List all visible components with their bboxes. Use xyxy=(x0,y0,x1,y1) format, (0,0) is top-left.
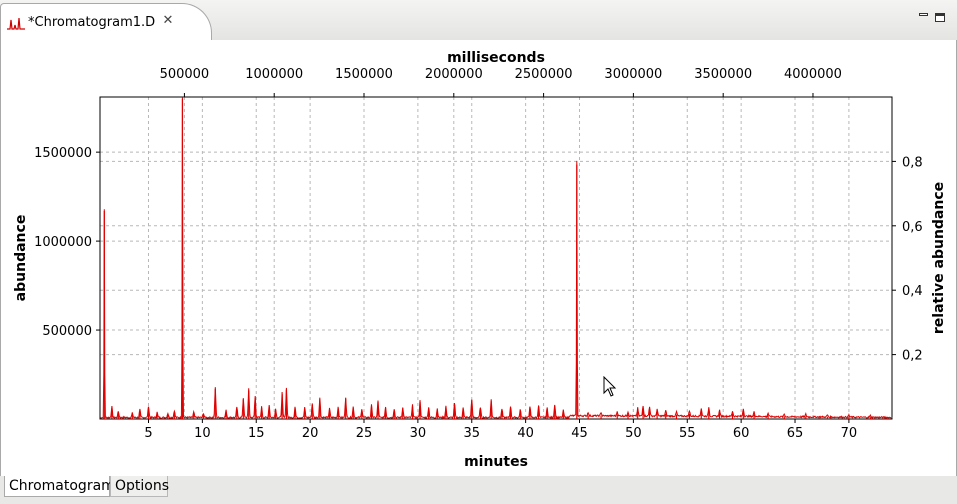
x-tick-label: 65 xyxy=(787,426,804,441)
x-tick-label: 60 xyxy=(733,426,750,441)
x-axis-title: minutes xyxy=(464,454,528,470)
x-tick-label: 20 xyxy=(302,426,319,441)
y2-tick-label: 0,8 xyxy=(902,155,923,170)
y2-axis-title: relative abundance xyxy=(931,182,947,334)
chromatogram-editor: 5 10 15 20 25 30 35 40 45 50 55 60 65 70 500000 1000000… xyxy=(0,40,957,477)
grid-lines xyxy=(100,97,892,419)
x-tick-label: 50 xyxy=(625,426,642,441)
x2-tick-label: 2500000 xyxy=(515,67,573,82)
x-tick-label: 25 xyxy=(356,426,373,441)
chromatogram-chart[interactable]: 5 10 15 20 25 30 35 40 45 50 55 60 65 70 500000 1000000… xyxy=(1,40,956,476)
x-tick-label: 10 xyxy=(194,426,211,441)
x2-tick-label: 4000000 xyxy=(784,67,842,82)
x2-tick-label: 500000 xyxy=(160,67,210,82)
x-tick-label: 30 xyxy=(410,426,427,441)
y2-tick-label: 0,4 xyxy=(902,284,923,299)
x2-tick-label: 1000000 xyxy=(245,67,303,82)
tab-title: *Chromatogram1.D xyxy=(28,15,156,30)
editor-tab-strip: *Chromatogram1.D ✕ xyxy=(0,0,957,41)
x-tick-label: 15 xyxy=(248,426,265,441)
close-icon[interactable]: ✕ xyxy=(162,13,174,28)
x-tick-label: 40 xyxy=(517,426,534,441)
tab-chromatogram[interactable]: *Chromatogram1.D ✕ xyxy=(0,3,212,41)
x-tick-label: 55 xyxy=(679,426,696,441)
y-axis-title: abundance xyxy=(13,215,29,302)
mouse-pointer-icon xyxy=(603,376,617,397)
y-tick-label: 500000 xyxy=(42,324,92,339)
tab-chromatogram-page[interactable]: Chromatogram xyxy=(4,476,115,497)
x2-tick-label: 3000000 xyxy=(604,67,662,82)
y-tick-label: 1500000 xyxy=(34,146,92,161)
x2-axis-title: milliseconds xyxy=(447,50,545,66)
x-tick-label: 70 xyxy=(841,426,858,441)
chromatogram-icon xyxy=(7,17,25,30)
y2-tick-label: 0,6 xyxy=(902,220,923,235)
minimize-icon[interactable] xyxy=(919,13,929,22)
maximize-icon[interactable] xyxy=(935,13,945,22)
plot-area-frame xyxy=(99,96,893,420)
editor-page-tabs: Chromatogram Options xyxy=(0,476,957,504)
axis-ticks: 5 10 15 20 25 30 35 40 45 50 55 60 65 70 500000 1000000… xyxy=(34,67,923,441)
x-tick-label: 45 xyxy=(571,426,588,441)
x2-tick-label: 3500000 xyxy=(694,67,752,82)
y-tick-label: 1000000 xyxy=(34,235,92,250)
tab-options-page[interactable]: Options xyxy=(110,476,169,497)
chromatogram-trace-line xyxy=(99,97,893,420)
x-tick-label: 5 xyxy=(144,426,152,441)
x2-tick-label: 2000000 xyxy=(425,67,483,82)
x2-tick-label: 1500000 xyxy=(335,67,393,82)
y2-tick-label: 0,2 xyxy=(902,349,923,364)
x-tick-label: 35 xyxy=(463,426,480,441)
trace-group xyxy=(99,97,893,420)
